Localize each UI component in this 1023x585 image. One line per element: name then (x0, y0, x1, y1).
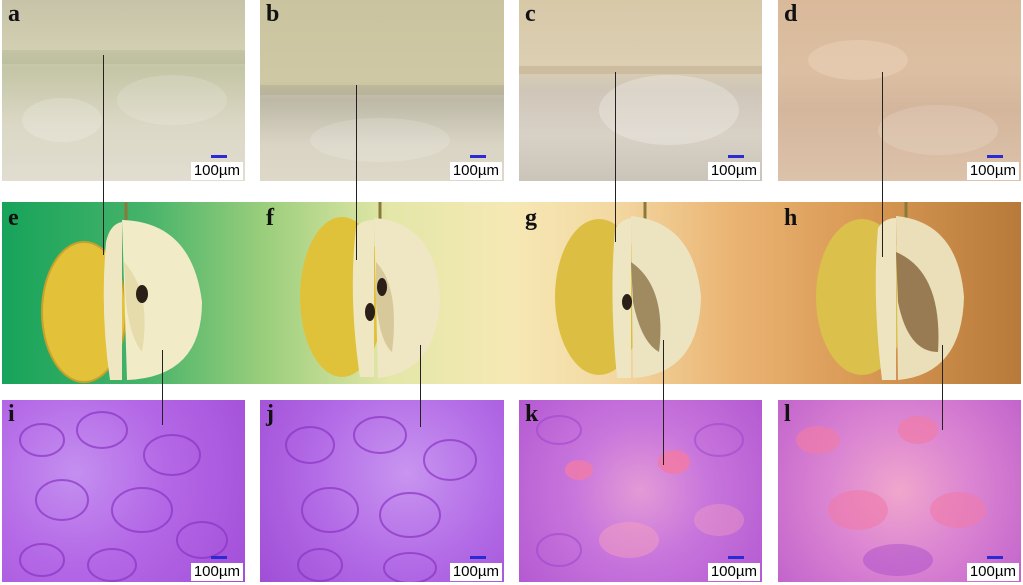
pear-e (41, 202, 202, 383)
stained-cells-i (19, 411, 228, 582)
panel-label-b: b (266, 1, 280, 27)
pear-photo-e: e (2, 202, 257, 384)
connector-b-f (356, 85, 357, 260)
pear-h (816, 202, 964, 380)
pear-photo-h: h (778, 202, 1021, 384)
stained-cells-j (285, 416, 477, 582)
panel-label-i: i (8, 401, 15, 427)
panel-label-k: k (525, 401, 539, 427)
panel-label-g: g (525, 205, 537, 231)
pear-g (555, 202, 701, 378)
micrograph-i: i 100µm (2, 400, 245, 582)
panel-label-f: f (266, 205, 274, 231)
scale-text-b: 100µm (449, 162, 502, 180)
scale-text-l: 100µm (966, 563, 1019, 581)
tissue-texture-a (2, 50, 245, 142)
pear-photo-f: f (260, 202, 515, 384)
scale-bar-d (987, 155, 1003, 158)
micrograph-l: l 100µm (778, 400, 1021, 582)
tissue-texture-c (519, 66, 762, 145)
panel-label-h: h (784, 205, 798, 231)
pear-f (300, 202, 440, 378)
scale-text-a: 100µm (190, 162, 243, 180)
micrograph-a: a 100µm (2, 0, 245, 181)
stained-cells-k (536, 415, 744, 567)
connector-e-i (162, 350, 163, 425)
micrograph-j: j 100µm (260, 400, 504, 582)
tissue-texture-b (260, 85, 504, 162)
panel-label-j: j (266, 401, 274, 427)
scale-bar-i (211, 556, 227, 559)
panel-label-d: d (784, 1, 798, 27)
scale-bar-j (470, 556, 486, 559)
connector-a-e (103, 55, 104, 255)
scale-text-k: 100µm (707, 563, 760, 581)
scale-bar-b (470, 155, 486, 158)
connector-h-l (942, 345, 943, 430)
scale-bar-l (987, 556, 1003, 559)
scale-text-j: 100µm (449, 563, 502, 581)
connector-d-h (882, 72, 883, 257)
tissue-texture-d (808, 40, 998, 155)
panel-label-a: a (8, 1, 20, 27)
scale-text-c: 100µm (707, 162, 760, 180)
pear-photo-g: g (519, 202, 774, 384)
micrograph-k: k 100µm (519, 400, 762, 582)
connector-c-g (615, 72, 616, 242)
micrograph-c: c 100µm (519, 0, 762, 181)
connector-g-k (663, 340, 664, 465)
micrograph-b: b 100µm (260, 0, 504, 181)
scale-bar-c (728, 155, 744, 158)
scale-text-i: 100µm (190, 563, 243, 581)
scale-text-d: 100µm (966, 162, 1019, 180)
scale-bar-a (211, 155, 227, 158)
scale-bar-k (728, 556, 744, 559)
panel-label-l: l (784, 401, 791, 427)
micrograph-d: d 100µm (778, 0, 1021, 181)
panel-label-e: e (8, 205, 19, 231)
panel-label-c: c (525, 1, 536, 27)
connector-f-j (420, 345, 421, 427)
stained-cells-l (796, 416, 986, 576)
